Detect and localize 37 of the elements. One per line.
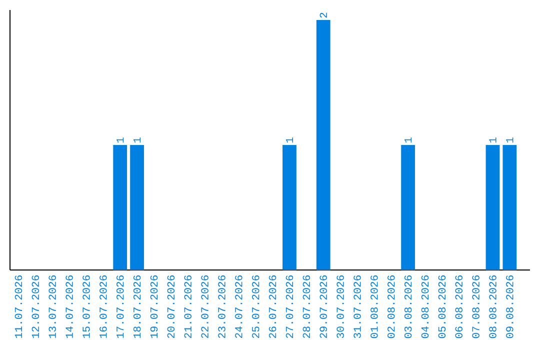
x-tick-label: 11.07.2026 — [14, 275, 22, 338]
x-tick-label: 23.07.2026 — [218, 275, 226, 338]
x-tick-label: 03.08.2026 — [404, 275, 412, 338]
data-label: 1 — [134, 138, 141, 143]
x-tick-label: 27.07.2026 — [286, 275, 294, 338]
x-tick-label: 13.07.2026 — [48, 275, 56, 338]
data-label: 1 — [404, 138, 412, 143]
x-tick-label: 17.07.2026 — [116, 275, 124, 338]
x-tick-label: 12.07.2026 — [32, 275, 40, 338]
x-tick-label: 26.07.2026 — [268, 275, 276, 338]
x-tick-label: 06.08.2026 — [455, 275, 462, 338]
x-tick-label: 05.08.2026 — [438, 275, 446, 338]
x-tick-label: 02.08.2026 — [387, 275, 395, 338]
x-tick-label: 04.08.2026 — [421, 275, 429, 338]
x-tick-label: 18.07.2026 — [133, 275, 141, 338]
x-tick-label: 16.07.2026 — [100, 275, 107, 338]
x-tick-label: 25.07.2026 — [252, 275, 260, 338]
data-label: 1 — [506, 138, 514, 143]
x-tick-label: 01.08.2026 — [370, 275, 378, 338]
x-tick-label: 29.07.2026 — [320, 275, 327, 338]
x-tick-label: 07.08.2026 — [472, 275, 480, 338]
x-tick-label: 19.07.2026 — [150, 275, 158, 338]
x-tick-label: 21.07.2026 — [184, 275, 192, 338]
x-tick-label: 08.08.2026 — [489, 275, 496, 338]
data-label: 2 — [320, 12, 327, 18]
x-tick-label: 31.07.2026 — [354, 275, 361, 338]
data-label: 1 — [489, 138, 496, 143]
x-tick-label: 15.07.2026 — [82, 275, 90, 338]
x-tick-label: 22.07.2026 — [201, 275, 208, 338]
x-tick-label: 24.07.2026 — [235, 275, 242, 338]
data-label: 1 — [286, 138, 293, 143]
x-tick-label: 20.07.2026 — [167, 275, 175, 338]
x-tick-label: 09.08.2026 — [506, 275, 514, 338]
x-tick-label: 14.07.2026 — [66, 275, 73, 338]
x-tick-label: 30.07.2026 — [336, 275, 344, 338]
x-tick-label: 28.07.2026 — [302, 275, 310, 338]
data-label: 1 — [116, 138, 124, 143]
